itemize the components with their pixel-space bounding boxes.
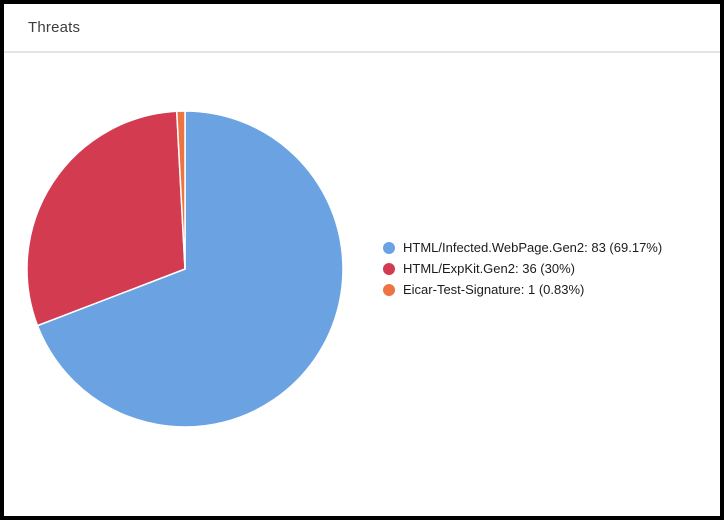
legend-item[interactable]: HTML/Infected.WebPage.Gen2: 83 (69.17%) <box>383 237 662 258</box>
pie-slice-eicar-test-signature[interactable] <box>175 110 186 270</box>
legend-label: HTML/Infected.WebPage.Gen2: 83 (69.17%) <box>403 240 663 255</box>
pie-slice-html-infected-webpage-gen2[interactable] <box>36 110 344 428</box>
panel-title: Threats <box>28 19 81 36</box>
legend-item[interactable]: Eicar-Test-Signature: 1 (0.83%) <box>383 279 662 300</box>
legend-label: Eicar-Test-Signature: 1 (0.83%) <box>403 282 585 297</box>
panel-header: Threats <box>4 4 720 53</box>
legend-item[interactable]: HTML/ExpKit.Gen2: 36 (30%) <box>383 258 662 279</box>
legend-label: HTML/ExpKit.Gen2: 36 (30%) <box>403 261 575 276</box>
legend-marker-icon <box>383 283 395 296</box>
pie-chart <box>26 110 344 428</box>
pie-chart-area: HTML/Infected.WebPage.Gen2: 83 (69.17%) H… <box>4 53 720 516</box>
pie-slice-html-expkit-gen2[interactable] <box>26 110 186 327</box>
legend-marker-icon <box>383 241 395 254</box>
legend: HTML/Infected.WebPage.Gen2: 83 (69.17%) H… <box>383 237 662 300</box>
legend-marker-icon <box>383 262 395 275</box>
